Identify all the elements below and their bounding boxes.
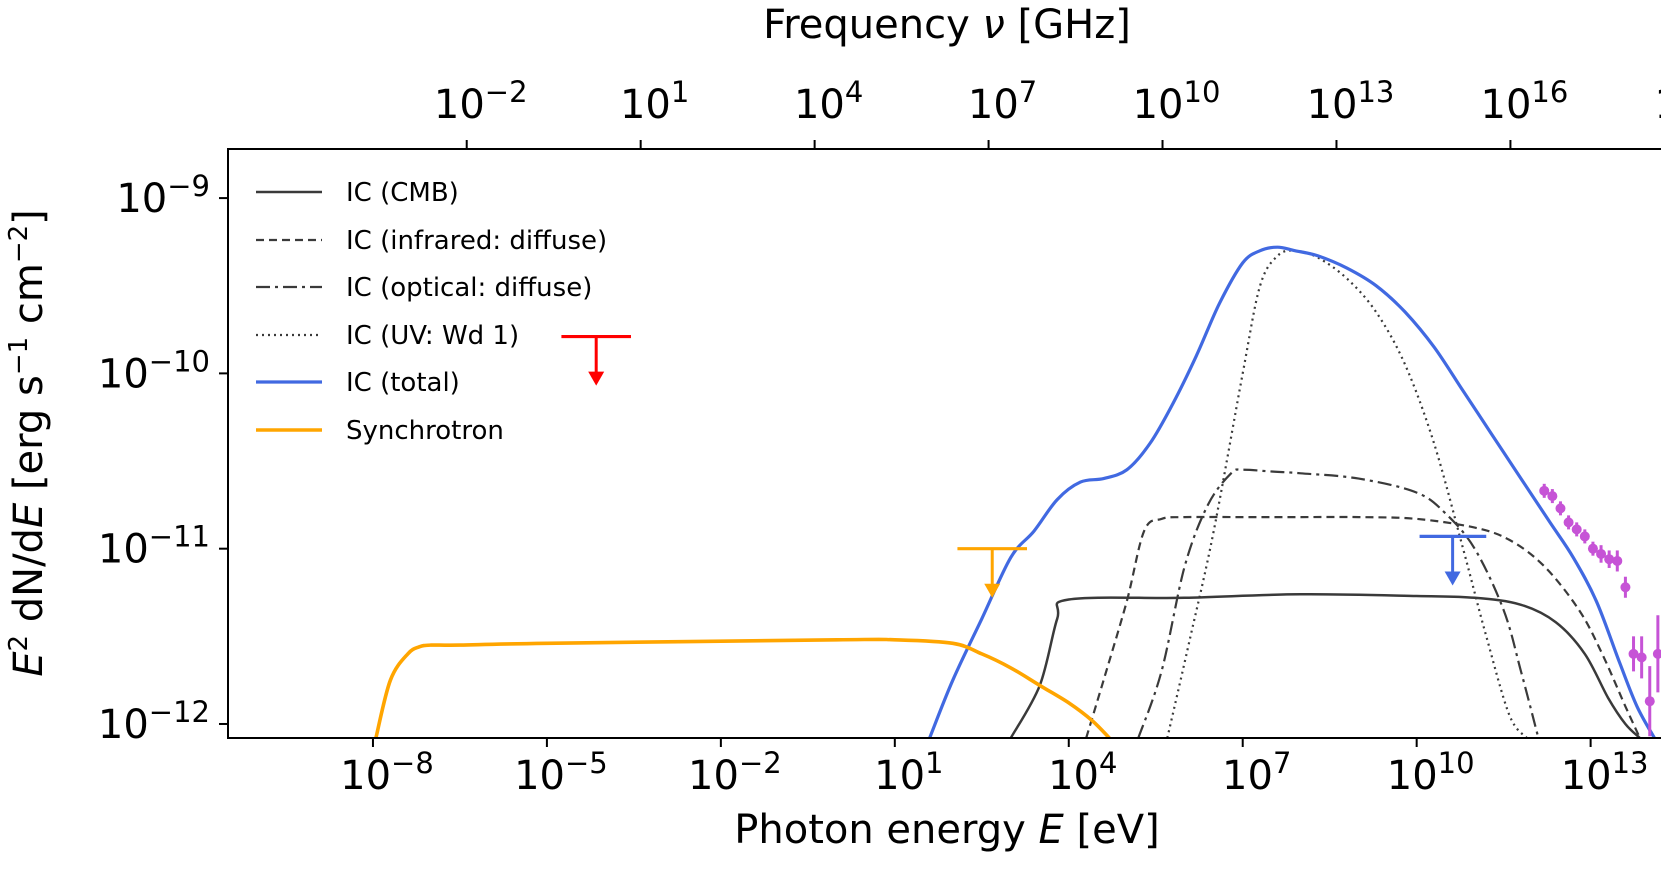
data-point (1596, 548, 1607, 559)
data-point (1555, 503, 1566, 514)
top-axis-label: Frequency ν [GHz] (763, 2, 1131, 48)
curves-layer (374, 245, 1656, 738)
top-tick-label: 101 (620, 75, 689, 128)
data-point (1636, 652, 1647, 663)
data-point (1604, 554, 1615, 565)
top-tick-label: 104 (794, 75, 863, 128)
legend: IC (CMB) IC (infrared: diffuse) IC (opti… (256, 178, 607, 446)
legend-label-ic-uv: IC (UV: Wd 1) (346, 321, 519, 351)
series-line-ic-uv-wd-1 (1166, 249, 1528, 738)
data-point (1644, 696, 1655, 707)
x-axis-ticks: 10−8 10−5 10−2 101 104 107 1010 1013 (340, 738, 1649, 799)
x-tick-label: 10−5 (514, 746, 608, 799)
series-line-ic-cmb (1009, 593, 1641, 738)
series-line-ic-total (928, 245, 1656, 738)
top-tick-label: 1016 (1481, 75, 1569, 128)
x-tick-label: 107 (1222, 746, 1291, 799)
data-point (1571, 524, 1582, 535)
data-point (1612, 555, 1623, 566)
upper-limit-marker (957, 547, 1028, 598)
legend-label-synchrotron: Synchrotron (346, 416, 504, 446)
x-tick-label: 10−8 (340, 746, 434, 799)
legend-label-ic-optical: IC (optical: diffuse) (346, 273, 592, 303)
top-tick-label: 10−2 (434, 75, 528, 128)
y-tick-label: 10−9 (116, 169, 210, 222)
data-point (1620, 582, 1631, 593)
upper-limits-layer (561, 334, 1487, 598)
series-line-synchrotron (374, 637, 1111, 738)
data-point (1652, 648, 1661, 659)
top-tick-label: 107 (968, 75, 1037, 128)
x-tick-label: 10−2 (688, 746, 782, 799)
data-point (1539, 485, 1550, 496)
series-line-ic-optical-diffuse (1137, 468, 1540, 738)
legend-label-ic-infrared: IC (infrared: diffuse) (346, 226, 607, 256)
x-tick-label: 1013 (1561, 746, 1649, 799)
plot-frame (227, 148, 1661, 739)
data-points-layer (1539, 483, 1661, 737)
upper-limit-marker (561, 334, 631, 386)
data-point (1587, 543, 1598, 554)
series-line-ic-infrared-diffuse (1085, 515, 1641, 738)
x-tick-label: 104 (1048, 746, 1117, 799)
x-axis-label: Photon energy E [eV] (734, 807, 1159, 853)
data-point (1628, 648, 1639, 659)
top-tick-label: 1010 (1133, 75, 1221, 128)
data-point (1579, 531, 1590, 542)
legend-label-ic-total: IC (total) (346, 368, 460, 398)
upper-limit-marker (1419, 534, 1487, 586)
x-tick-label: 1010 (1387, 746, 1475, 799)
y-tick-label: 10−12 (98, 695, 210, 748)
top-tick-label: 1019 (1654, 75, 1661, 128)
data-point (1547, 491, 1558, 502)
y-axis-label: E2 dN/dE [erg s−1 cm−2] (4, 209, 52, 677)
x-tick-label: 101 (874, 746, 943, 799)
legend-label-ic-cmb: IC (CMB) (346, 178, 459, 208)
data-point (1563, 517, 1574, 528)
y-tick-label: 10−10 (98, 344, 210, 397)
top-axis-ticks: 10−2 101 104 107 1010 1013 1016 1019 (434, 75, 1661, 149)
y-tick-label: 10−11 (98, 520, 210, 573)
top-tick-label: 1013 (1307, 75, 1395, 128)
y-axis-ticks: 10−9 10−10 10−11 10−12 (98, 169, 228, 748)
